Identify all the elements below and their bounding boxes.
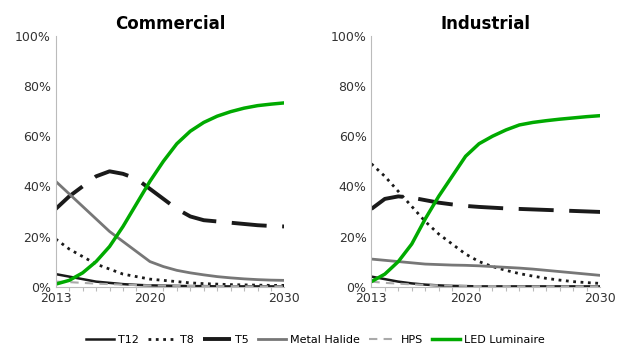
Title: Industrial: Industrial	[441, 15, 531, 33]
Legend: T12, T8, T5, Metal Halide, HPS, LED Luminaire: T12, T8, T5, Metal Halide, HPS, LED Lumi…	[81, 331, 550, 349]
Title: Commercial: Commercial	[115, 15, 225, 33]
